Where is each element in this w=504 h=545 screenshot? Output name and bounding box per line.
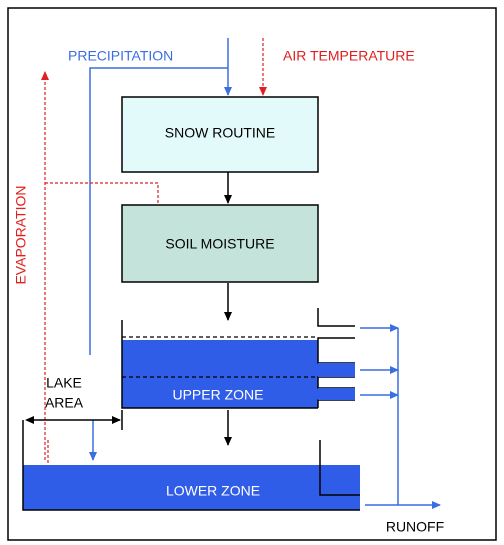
air-temperature-label: AIR TEMPERATURE xyxy=(283,48,415,64)
upper-zone-water xyxy=(122,340,318,408)
outlet-water xyxy=(318,363,355,377)
soil-moisture-label: SOIL MOISTURE xyxy=(165,236,274,252)
lower-zone-water xyxy=(23,465,360,510)
outlet xyxy=(319,440,360,496)
arrow-head xyxy=(25,416,34,424)
runoff-label: RUNOFF xyxy=(386,519,444,535)
soil-moisture-box xyxy=(121,204,319,283)
snow-routine-label: SNOW ROUTINE xyxy=(165,125,275,141)
lower-zone-label: LOWER ZONE xyxy=(166,483,260,499)
outlet xyxy=(317,337,355,364)
upper-zone-label: UPPER ZONE xyxy=(172,387,263,403)
outlet-water xyxy=(318,388,355,400)
lower-zone-wall xyxy=(22,420,360,511)
frame xyxy=(7,7,497,541)
precipitation-label: PRECIPITATION xyxy=(68,48,173,64)
lake-area-label: AREA xyxy=(45,395,84,411)
snow-routine-box xyxy=(121,96,319,173)
lake-area-label: LAKE xyxy=(46,375,82,391)
outlet xyxy=(317,399,355,408)
evaporation-label: EVAPORATION xyxy=(13,185,29,284)
lake-precipitation-line xyxy=(89,67,228,355)
upper-zone-wall xyxy=(121,320,318,409)
outlet xyxy=(317,308,355,327)
soil-evaporation-line xyxy=(45,182,159,205)
outlet xyxy=(317,376,355,389)
